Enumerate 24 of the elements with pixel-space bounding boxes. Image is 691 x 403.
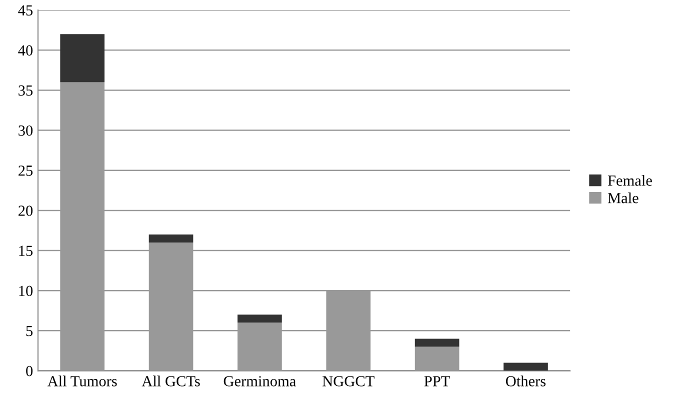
y-tick-label: 30 [18, 125, 33, 136]
y-tick-label: 25 [18, 166, 33, 176]
y-tick-label: 0 [26, 366, 33, 376]
bar [414, 338, 460, 347]
y-tick-label: 10 [19, 286, 33, 296]
bar [60, 34, 105, 82]
bar [148, 234, 194, 243]
y-tick-label: 35 [18, 85, 33, 96]
x-tick-label: Others [506, 376, 546, 386]
bar [504, 362, 548, 371]
x-tick-label: PPT [424, 376, 450, 386]
y-tick-label: 45 [18, 5, 33, 16]
x-tick-label: All GCTs [142, 376, 200, 386]
y-tick-label: 20 [18, 206, 33, 216]
bar [414, 346, 460, 371]
legend-label: Male [608, 192, 638, 204]
legend-label: Female [608, 175, 652, 186]
y-tick-label: 40 [18, 45, 33, 56]
y-tick-label: 15 [19, 246, 33, 256]
x-tick-label: NGGCT [322, 376, 374, 386]
x-tick-label: All Tumors [47, 376, 117, 386]
x-tick-label: Germinoma [224, 376, 296, 386]
y-tick-label: 5 [26, 326, 33, 336]
bar [238, 314, 282, 323]
